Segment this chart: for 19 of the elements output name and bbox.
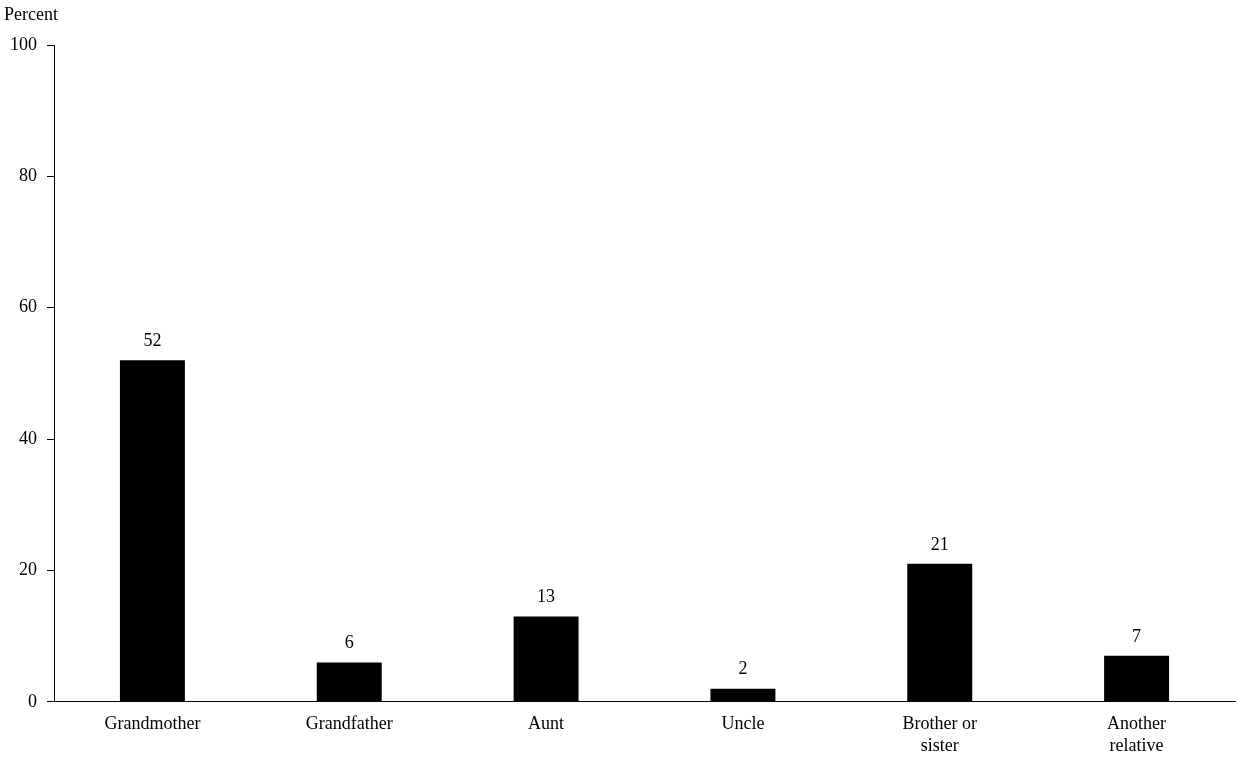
y-tick-label: 60 [19,296,37,317]
data-label: 7 [1132,625,1142,646]
data-label: 2 [738,658,748,679]
x-tick-label: Aunt [528,713,565,734]
y-axis-title: Percent [4,4,58,24]
data-label: 13 [537,586,556,607]
y-tick-label: 40 [19,427,37,448]
data-label: 21 [930,533,949,554]
x-tick-label: Grandfather [305,713,393,734]
data-label: 52 [143,330,162,350]
x-tick-label: Brother or sister [902,713,977,755]
x-tick-label: Uncle [721,713,765,734]
data-label: 6 [344,632,354,653]
x-tick-label: Grandmother [104,713,201,734]
y-tick-label: 20 [19,559,37,580]
y-tick-label: 100 [10,33,37,54]
y-tick-label: 80 [19,165,37,186]
y-tick-label: 0 [28,690,37,711]
x-tick-label: Another relative [1107,713,1167,755]
